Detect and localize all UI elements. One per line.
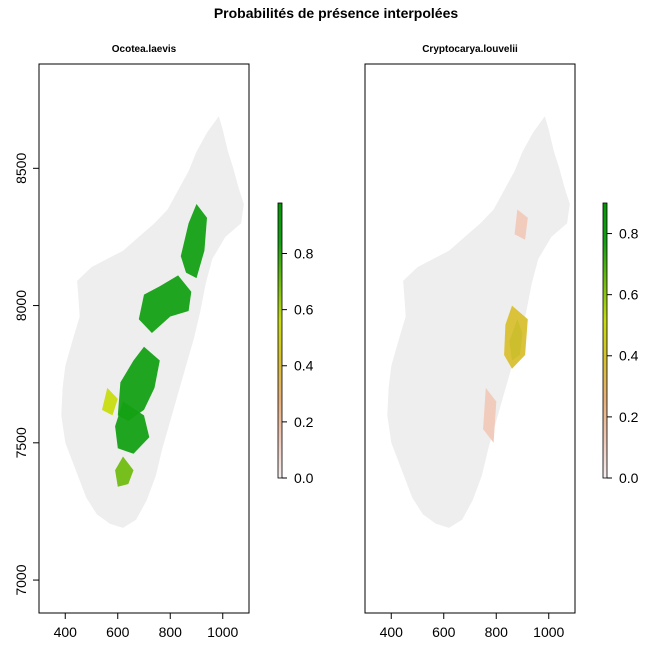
probability-region <box>115 401 150 454</box>
chart-title: Probabilités de présence interpolées <box>213 5 459 21</box>
colorbar <box>602 202 608 479</box>
probability-region <box>117 346 160 421</box>
plot-frame <box>364 63 576 614</box>
y-tick-label: 8000 <box>13 290 29 321</box>
island-outline <box>387 116 570 528</box>
colorbar-tick-label: 0.2 <box>294 414 314 430</box>
colorbar-tick-label: 0.6 <box>294 302 314 318</box>
y-tick-label: 7000 <box>13 564 29 595</box>
colorbar-tick-label: 0.8 <box>619 225 639 241</box>
probability-region <box>102 387 118 416</box>
colorbar-tick-label: 0.4 <box>294 358 314 374</box>
y-tick-label: 7500 <box>13 427 29 458</box>
probability-region <box>138 275 192 333</box>
plot-frame <box>38 63 250 614</box>
probability-region <box>180 204 207 279</box>
panel-2: Cryptocarya.louvelii 400 600 800 1000 0.0 0.2 0… <box>364 44 639 640</box>
x-tick-label: 1000 <box>207 624 238 640</box>
colorbar-tick-label: 0.0 <box>294 470 314 486</box>
colorbar-tick-label: 0.8 <box>294 245 314 261</box>
x-tick-label: 800 <box>159 624 183 640</box>
colorbar-tick-label: 0.0 <box>619 470 639 486</box>
x-tick-label: 1000 <box>533 624 564 640</box>
panel-1: Ocotea.laevis 400 600 800 1000 7000 7500 8000 85… <box>13 44 314 640</box>
probability-region <box>115 456 134 487</box>
x-tick-label: 600 <box>432 624 456 640</box>
panel-title: Ocotea.laevis <box>112 44 177 55</box>
colorbar-tick-label: 0.2 <box>619 409 639 425</box>
probability-region <box>504 305 528 369</box>
colorbar-tick-label: 0.6 <box>619 287 639 303</box>
x-tick-label: 800 <box>485 624 509 640</box>
panel-title: Cryptocarya.louvelii <box>422 44 518 55</box>
x-tick-label: 600 <box>106 624 130 640</box>
x-tick-label: 400 <box>54 624 78 640</box>
colorbar <box>277 202 283 479</box>
colorbar-tick-label: 0.4 <box>619 348 639 364</box>
probability-region <box>483 387 497 443</box>
x-tick-label: 400 <box>380 624 404 640</box>
y-tick-label: 8500 <box>13 153 29 184</box>
probability-region <box>514 209 528 240</box>
